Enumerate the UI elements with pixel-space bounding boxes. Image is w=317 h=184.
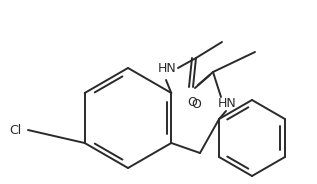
Text: O: O	[191, 98, 201, 111]
Text: Cl: Cl	[10, 123, 22, 137]
Text: HN: HN	[218, 96, 237, 109]
Text: HN: HN	[158, 61, 177, 75]
Text: O: O	[187, 96, 197, 109]
